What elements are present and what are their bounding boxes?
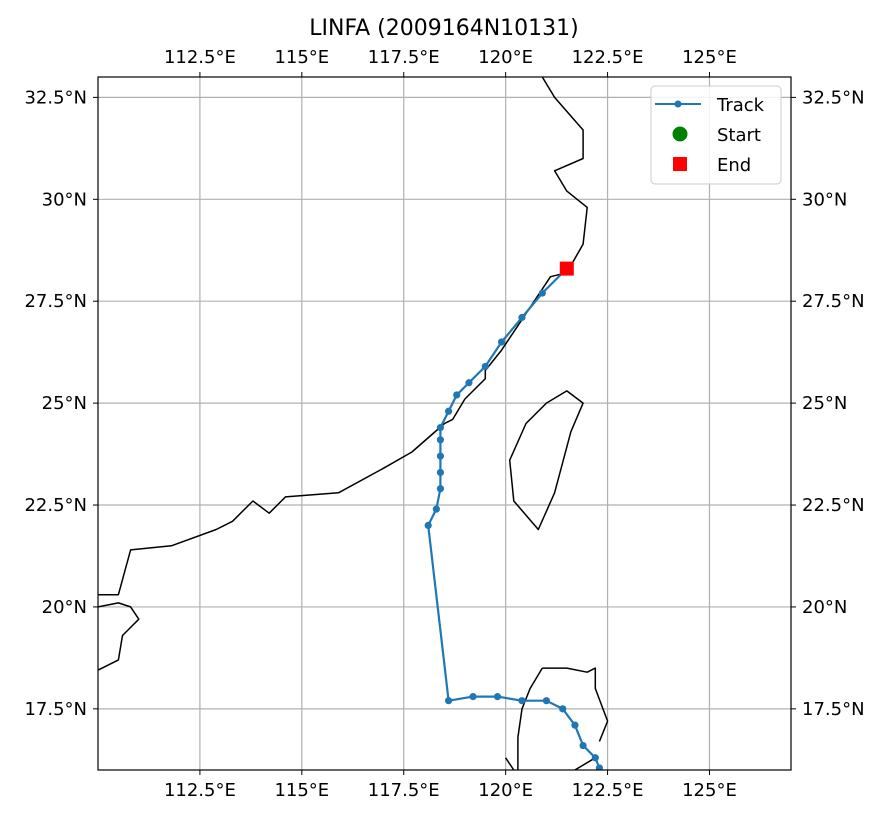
xtick-label-top-4: 122.5°E xyxy=(572,47,644,68)
coastline-6 xyxy=(574,757,596,770)
coastline-1 xyxy=(98,602,140,671)
ytick-label-right-0: 17.5°N xyxy=(802,699,865,720)
ytick-label-left-5: 30°N xyxy=(42,189,87,210)
coastline-2 xyxy=(508,390,584,531)
track-point-18 xyxy=(453,391,461,399)
legend-track-label: Track xyxy=(716,95,765,116)
legend: Track Start End xyxy=(650,85,782,185)
xtick-label-top-5: 125°E xyxy=(682,47,737,68)
legend-start-marker xyxy=(672,126,688,142)
track-point-20 xyxy=(481,362,489,371)
xtick-label-bottom-3: 120°E xyxy=(478,780,533,801)
track-point-19 xyxy=(465,379,473,387)
track-series xyxy=(424,261,604,770)
ytick-label-right-6: 32.5°N xyxy=(802,87,865,108)
ytick-label-right-1: 20°N xyxy=(802,597,847,618)
track-point-3 xyxy=(571,721,579,729)
map-frame xyxy=(97,76,792,771)
track-point-13 xyxy=(436,468,445,477)
tick-labels: 112.5°E 112.5°E 115°E 115°E 117.5°E 117.5°E 12… xyxy=(24,47,864,801)
track-point-0 xyxy=(595,764,604,770)
xtick-label-top-1: 115°E xyxy=(274,47,329,68)
xtick-label-bottom-4: 122.5°E xyxy=(572,780,644,801)
ytick-label-left-3: 25°N xyxy=(42,393,87,414)
track-point-16 xyxy=(436,423,445,432)
track-point-22 xyxy=(518,313,526,322)
track-point-15 xyxy=(436,436,445,444)
coastline-0 xyxy=(98,77,588,596)
track-point-2 xyxy=(579,741,587,750)
track-point-5 xyxy=(542,697,551,705)
track-point-11 xyxy=(432,505,440,513)
ytick-label-left-0: 17.5°N xyxy=(24,699,87,720)
track-point-23 xyxy=(538,289,546,297)
ytick-label-left-6: 32.5°N xyxy=(24,87,87,108)
track-point-9 xyxy=(444,697,453,705)
xtick-label-bottom-5: 125°E xyxy=(682,780,737,801)
ytick-label-right-4: 27.5°N xyxy=(802,291,865,312)
xtick-label-top-2: 117.5°E xyxy=(368,47,440,68)
track-point-14 xyxy=(436,452,445,460)
chart-title: LINFA (2009164N10131) xyxy=(309,16,578,41)
ytick-label-right-3: 25°N xyxy=(802,393,847,414)
ytick-label-left-4: 27.5°N xyxy=(24,291,87,312)
track-point-21 xyxy=(497,338,506,346)
ytick-label-left-2: 22.5°N xyxy=(24,495,87,516)
track-point-6 xyxy=(518,697,526,705)
track-point-10 xyxy=(424,521,432,530)
xtick-label-top-3: 120°E xyxy=(478,47,533,68)
track-point-7 xyxy=(493,693,502,701)
xtick-label-bottom-1: 115°E xyxy=(274,780,329,801)
coastline-3 xyxy=(542,667,609,742)
coastline-4 xyxy=(517,667,543,770)
legend-end-marker xyxy=(673,157,687,171)
legend-end-label: End xyxy=(717,155,751,176)
track-point-1 xyxy=(591,754,599,762)
legend-track-dot xyxy=(674,100,682,108)
end-marker xyxy=(559,261,574,276)
ytick-label-right-5: 30°N xyxy=(802,189,847,210)
ytick-label-right-2: 22.5°N xyxy=(802,495,865,516)
xtick-label-top-0: 112.5°E xyxy=(164,47,236,68)
track-point-17 xyxy=(444,407,453,415)
legend-start-label: Start xyxy=(717,125,761,146)
xtick-label-bottom-2: 117.5°E xyxy=(368,780,440,801)
ytick-label-left-1: 20°N xyxy=(42,597,87,618)
xtick-label-bottom-0: 112.5°E xyxy=(164,780,236,801)
track-point-4 xyxy=(559,705,567,713)
coastlines xyxy=(98,77,609,770)
track-point-12 xyxy=(436,485,445,493)
track-point-8 xyxy=(469,693,477,701)
coastline-5 xyxy=(504,757,515,770)
gridlines xyxy=(98,77,791,770)
